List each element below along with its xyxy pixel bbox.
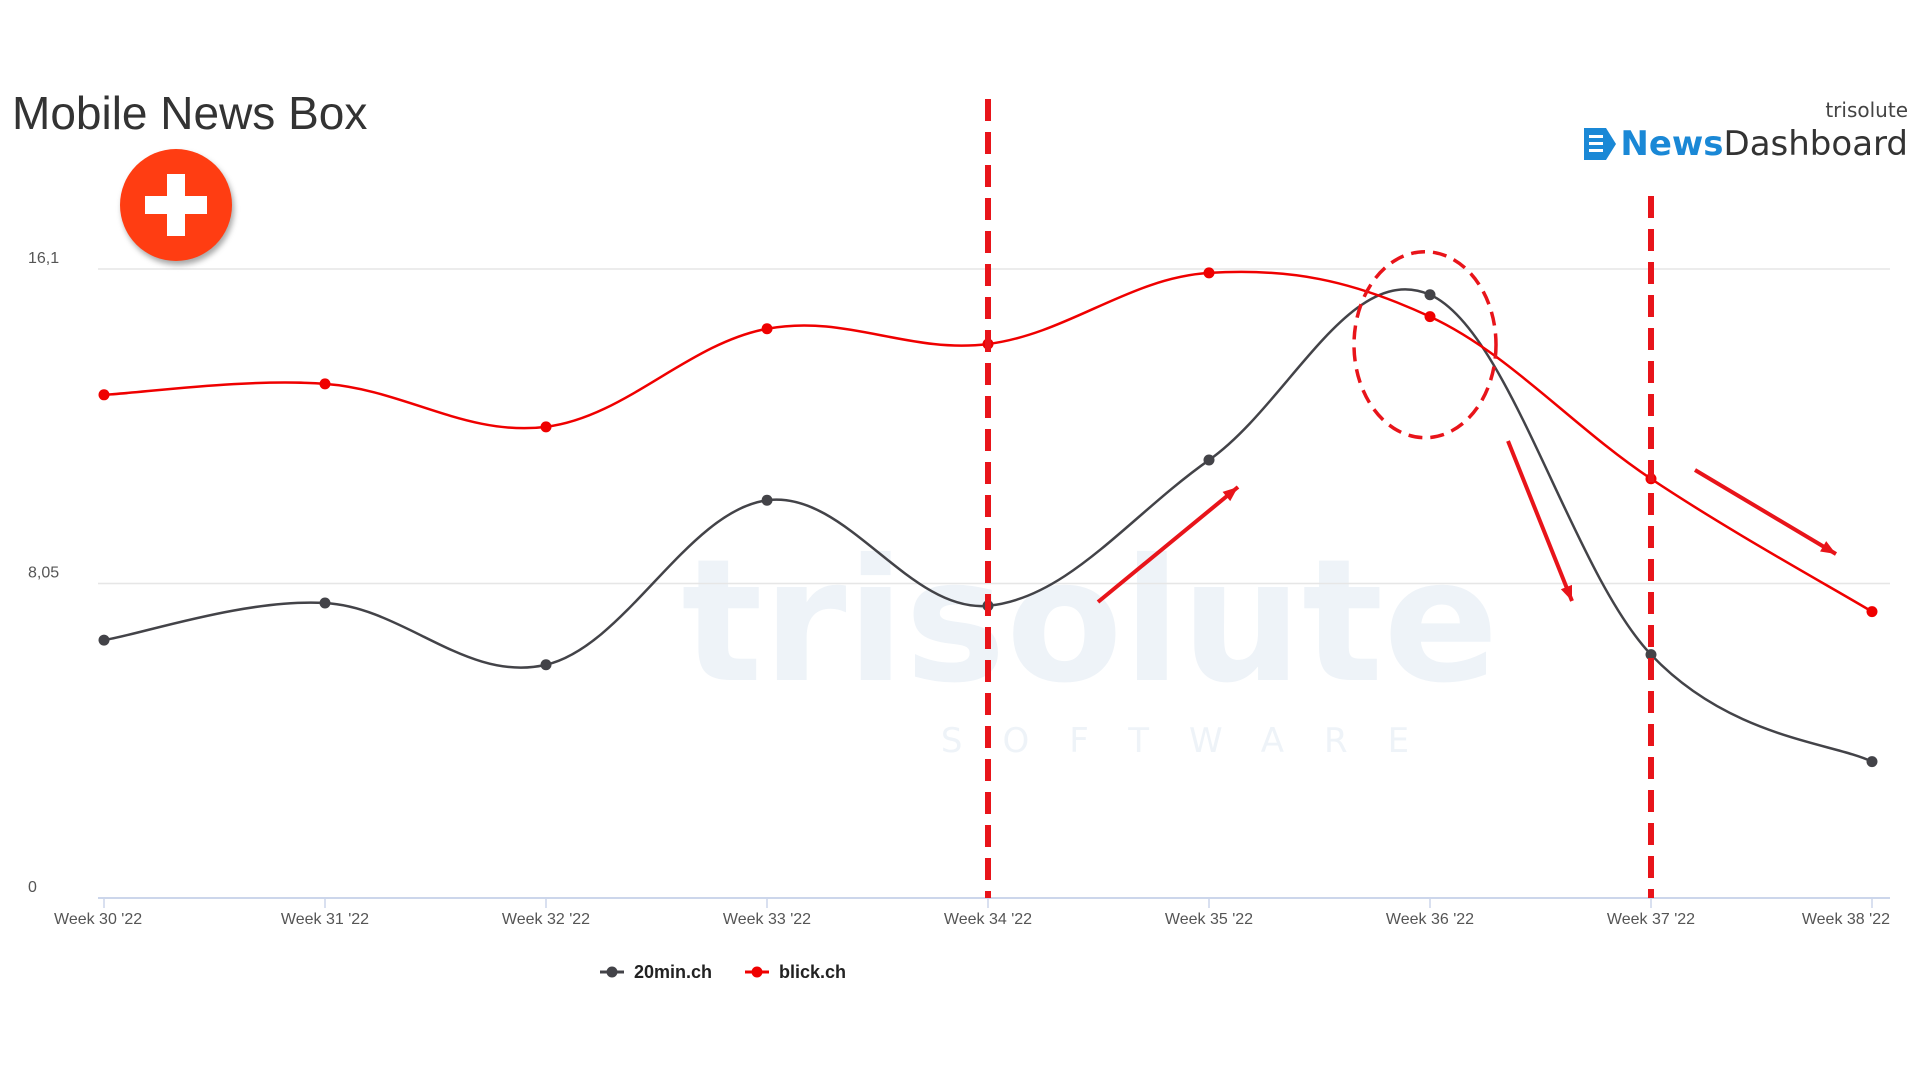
data-point — [1203, 267, 1215, 279]
x-tick-label: Week 34 '22 — [944, 911, 1032, 928]
data-point — [1424, 289, 1436, 301]
legend-label: 20min.ch — [634, 962, 712, 982]
watermark-sub: SOFTWARE — [941, 721, 1449, 761]
chart-title: Mobile News Box — [12, 87, 368, 139]
trend-arrow — [1693, 468, 1838, 556]
watermark-main: trisolute — [681, 523, 1498, 721]
y-tick-label: 0 — [28, 879, 37, 896]
brand-product-part2: Dashboard — [1723, 124, 1908, 164]
x-tick-label: Week 31 '22 — [281, 911, 369, 928]
data-point — [319, 378, 331, 390]
x-tick-label: Week 33 '22 — [723, 911, 811, 928]
legend-marker — [606, 966, 618, 978]
x-tick-label: Week 30 '22 — [54, 911, 142, 928]
arrow-shaft — [1693, 468, 1838, 556]
grid-lines — [98, 268, 1890, 585]
x-tick-label: Week 37 '22 — [1607, 911, 1695, 928]
y-tick-label: 8,05 — [28, 565, 59, 582]
data-point — [761, 323, 773, 335]
trend-arrow — [1096, 485, 1240, 604]
swiss-cross-icon — [120, 149, 232, 261]
legend-item-20min-ch[interactable]: 20min.ch — [600, 962, 712, 982]
series-line — [103, 288, 1873, 763]
data-point — [540, 421, 552, 433]
legend-item-blick-ch[interactable]: blick.ch — [745, 962, 846, 982]
x-tick-label: Week 32 '22 — [502, 911, 590, 928]
data-point — [1866, 756, 1878, 768]
brand-logo: trisolute News Dashboard — [1580, 98, 1908, 164]
axes: 0 8,05 16,1 Week 30 '22 Week 31 '22 Week 32 '… — [28, 250, 1890, 928]
x-tick-label: Week 36 '22 — [1386, 911, 1474, 928]
arrow-head — [1222, 487, 1238, 502]
x-tick-label: Week 35 '22 — [1165, 911, 1253, 928]
data-point — [98, 389, 110, 401]
legend-marker — [751, 966, 763, 978]
data-point — [1645, 649, 1657, 661]
data-point — [761, 494, 773, 506]
data-point — [1866, 606, 1878, 618]
data-point — [319, 597, 331, 609]
y-tick-label: 16,1 — [28, 250, 59, 267]
legend[interactable]: 20min.ch blick.ch — [600, 962, 846, 982]
arrow-shaft — [1506, 440, 1574, 602]
data-point — [98, 634, 110, 646]
brand-product-part1: News — [1620, 124, 1724, 164]
arrow-head — [1560, 584, 1572, 601]
arrow-head — [1820, 541, 1836, 554]
legend-label: blick.ch — [779, 962, 846, 982]
newspaper-icon — [1584, 128, 1617, 160]
trend-arrow — [1506, 440, 1574, 602]
brand-company: trisolute — [1825, 98, 1908, 122]
data-point — [540, 659, 552, 671]
arrow-shaft — [1096, 485, 1240, 604]
x-tick-label: Week 38 '22 — [1802, 911, 1890, 928]
watermark: trisolute SOFTWARE — [681, 523, 1498, 761]
data-point — [1424, 311, 1436, 323]
annotations — [985, 99, 1838, 898]
brand-product: News Dashboard — [1580, 124, 1908, 164]
data-point — [1203, 454, 1215, 466]
highlight-circle — [1352, 249, 1498, 440]
